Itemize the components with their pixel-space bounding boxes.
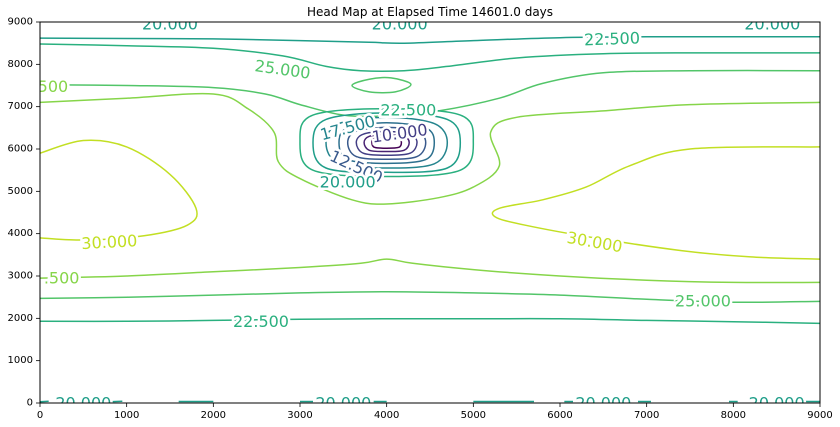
contour-line-10 bbox=[299, 108, 475, 178]
y-tick-label-3: 3000 bbox=[8, 271, 33, 282]
contour-label-3: 22.500 bbox=[584, 28, 641, 49]
x-tick-label-9: 9000 bbox=[807, 410, 832, 421]
y-tick-label-4: 4000 bbox=[8, 228, 33, 239]
contour-line-15 bbox=[355, 130, 418, 157]
contour-line-9 bbox=[351, 76, 412, 94]
contour-label-6: 22.500 bbox=[380, 101, 436, 120]
axes-frame bbox=[39, 21, 821, 404]
contour-labels-layer: 20.000 20.000 20.000 22.500 25.000 .500 22.500… bbox=[33, 15, 807, 412]
y-tick-label-9: 9000 bbox=[8, 17, 33, 28]
contour-line-4 bbox=[40, 139, 198, 241]
contour-line-16 bbox=[363, 134, 410, 153]
x-tick-label-5: 5000 bbox=[461, 410, 486, 421]
y-tick-label-6: 6000 bbox=[8, 144, 33, 155]
contour-line-11 bbox=[312, 112, 462, 174]
contour-line-8 bbox=[40, 317, 820, 325]
x-tick-label-8: 8000 bbox=[721, 410, 746, 421]
x-tick-label-3: 3000 bbox=[287, 410, 312, 421]
contour-label-16: 20.000 bbox=[55, 393, 111, 412]
x-tick-label-4: 4000 bbox=[374, 410, 399, 421]
contour-label-0: 20.000 bbox=[142, 15, 198, 34]
contour-line-14 bbox=[346, 126, 427, 160]
contour-line-6 bbox=[40, 258, 820, 284]
contour-label-14: 25.000 bbox=[675, 291, 731, 310]
contour-label-15: 22.500 bbox=[233, 312, 289, 331]
contour-label-11: 30.000 bbox=[81, 231, 138, 253]
chart-title: Head Map at Elapsed Time 14601.0 days bbox=[306, 5, 554, 19]
y-tick-label-1: 1000 bbox=[8, 355, 33, 366]
x-tick-label-2: 2000 bbox=[201, 410, 226, 421]
y-tick-label-8: 8000 bbox=[8, 59, 33, 70]
contour-label-10: 20.000 bbox=[320, 173, 376, 192]
x-tick-label-6: 6000 bbox=[547, 410, 572, 421]
x-tick-label-0: 0 bbox=[37, 410, 43, 421]
contour-line-1 bbox=[40, 43, 820, 72]
contour-line-17 bbox=[371, 137, 403, 149]
contour-line-13 bbox=[338, 122, 436, 165]
contour-label-19: 20.000 bbox=[749, 393, 805, 412]
contour-line-3 bbox=[40, 92, 820, 205]
contour-label-1: 20.000 bbox=[372, 15, 428, 34]
contour-label-18: 20.000 bbox=[575, 393, 631, 412]
contour-label-2: 20.000 bbox=[744, 15, 800, 34]
y-tick-label-2: 2000 bbox=[8, 313, 33, 324]
contour-label-5: .500 bbox=[33, 77, 69, 96]
x-tick-label-1: 1000 bbox=[114, 410, 139, 421]
contour-line-0 bbox=[40, 36, 820, 44]
contours-layer bbox=[40, 36, 820, 403]
ticks-layer: 0 1000 2000 3000 4000 5000 6000 7000 8000 9000 0 10… bbox=[8, 17, 833, 422]
contour-label-12: 30.000 bbox=[565, 228, 623, 256]
contour-line-12 bbox=[325, 116, 449, 169]
y-tick-label-5: 5000 bbox=[8, 186, 33, 197]
y-tick-label-0: 0 bbox=[27, 398, 33, 409]
x-tick-label-7: 7000 bbox=[634, 410, 659, 421]
contour-label-13: .500 bbox=[44, 269, 80, 288]
contour-line-5 bbox=[491, 146, 820, 260]
contour-label-17: 20.000 bbox=[315, 393, 371, 412]
y-tick-label-7: 7000 bbox=[8, 101, 33, 112]
contour-line-2 bbox=[40, 69, 820, 118]
contour-line-7 bbox=[40, 290, 820, 304]
contour-label-8: 10.000 bbox=[371, 120, 429, 147]
